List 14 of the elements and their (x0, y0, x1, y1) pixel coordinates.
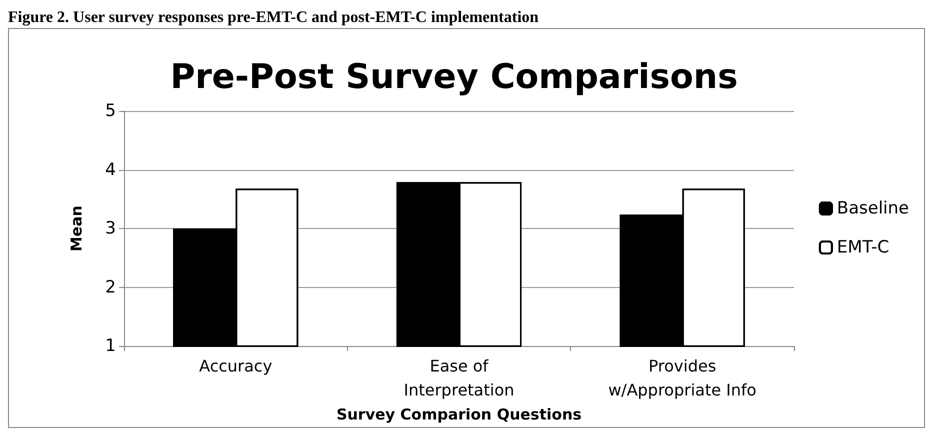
x-tick-label: Provides w/Appropriate Info (608, 356, 756, 400)
y-tick-label: 2 (105, 277, 116, 298)
legend-label: Baseline (836, 198, 909, 218)
legend-label: EMT-C (836, 238, 890, 258)
caption: Figure 2. User survey responses pre-EMT-C and post-EMT-C implementation (8, 8, 540, 28)
y-tick-label: 3 (105, 218, 116, 239)
x-axis-title: Survey Comparion Questions (336, 406, 582, 424)
y-axis-title: Mean (68, 206, 86, 252)
chart-title: Pre-Post Survey Comparisons (170, 57, 738, 97)
x-tick-label: Accuracy (199, 356, 272, 376)
y-tick-label: 4 (105, 160, 116, 180)
y-tick-label: 1 (105, 336, 116, 356)
x-tick-label: Ease of Interpretation (404, 356, 514, 400)
y-tick-label: 5 (105, 101, 116, 121)
